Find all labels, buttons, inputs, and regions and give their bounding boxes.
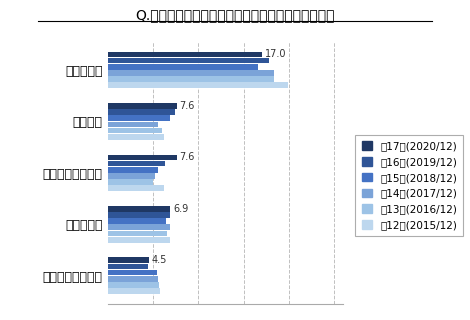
Bar (108, 109, 175, 115)
Bar (108, 83, 288, 88)
Bar (108, 70, 274, 76)
Bar (108, 103, 177, 109)
Bar (108, 288, 160, 294)
Legend: 第17回(2020/12), 第16回(2019/12), 第15回(2018/12), 第14回(2017/12), 第13回(2016/12), 第12回(: 第17回(2020/12), 第16回(2019/12), 第15回(2018/… (355, 135, 463, 236)
Text: 4.5: 4.5 (151, 255, 167, 265)
Bar (108, 122, 158, 127)
Bar (108, 212, 171, 218)
Bar (108, 64, 258, 70)
Text: 6.9: 6.9 (173, 204, 188, 214)
Text: 17.0: 17.0 (265, 50, 286, 60)
Bar (108, 185, 164, 191)
Bar (108, 218, 166, 224)
Bar (108, 76, 274, 82)
Bar (108, 276, 158, 282)
Bar (108, 225, 171, 230)
Bar (108, 231, 167, 236)
Bar (108, 206, 171, 212)
Text: 7.6: 7.6 (180, 152, 195, 162)
Bar (108, 237, 170, 243)
Bar (108, 167, 158, 172)
Bar (108, 116, 170, 121)
Bar (108, 58, 269, 63)
Bar (108, 52, 262, 57)
Text: Q.独自性があると思う生命保険会社はどこですか？: Q.独自性があると思う生命保険会社はどこですか？ (135, 8, 335, 22)
Bar (108, 270, 157, 276)
Bar (108, 179, 153, 185)
Bar (108, 155, 177, 160)
Text: 7.6: 7.6 (180, 101, 195, 111)
Bar (108, 282, 159, 288)
Bar (108, 134, 164, 140)
Bar (108, 257, 149, 263)
Bar (108, 128, 162, 133)
Bar (108, 161, 165, 166)
Bar (108, 264, 148, 269)
Bar (108, 173, 155, 179)
